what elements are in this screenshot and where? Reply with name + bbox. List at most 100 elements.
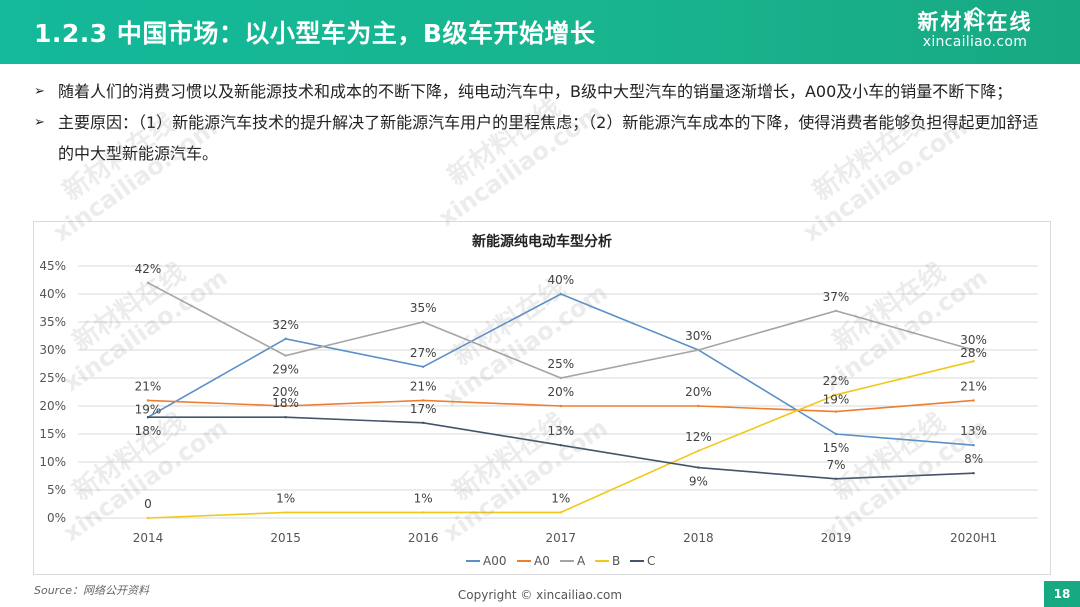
data-point-C	[559, 444, 562, 447]
data-label-A00: 13%	[960, 424, 987, 438]
data-point-A00	[972, 444, 975, 447]
data-label-B: 1%	[276, 491, 295, 505]
source-note: Source：网络公开资料	[34, 584, 150, 597]
logo-roof-icon	[966, 6, 986, 16]
data-point-A	[834, 309, 838, 312]
y-tick-label: 5%	[47, 483, 66, 497]
data-label-A: 37%	[823, 290, 850, 304]
data-point-A0	[146, 399, 150, 402]
data-label-C: 7%	[826, 458, 845, 472]
logo-text-en: xincailiao.com	[922, 34, 1028, 50]
bullet-item: ➢ 随着人们的消费习惯以及新能源技术和成本的不断下降，纯电动汽车中，B级中大型汽…	[34, 76, 1054, 107]
data-label-A0: 20%	[547, 385, 574, 399]
data-point-A	[284, 354, 287, 357]
data-point-A0	[284, 404, 287, 408]
x-tick-label: 2018	[683, 531, 714, 545]
legend-label-A0: A0	[534, 554, 550, 568]
data-point-A00	[284, 337, 287, 340]
data-label-C: 13%	[547, 424, 574, 438]
page-number: 18	[1044, 581, 1080, 607]
data-label-C: 9%	[689, 475, 708, 489]
bullet-arrow-icon: ➢	[34, 84, 45, 99]
data-point-B	[559, 511, 562, 514]
y-tick-label: 40%	[39, 287, 66, 301]
x-tick-label: 2017	[546, 531, 577, 545]
data-point-A0	[972, 399, 975, 402]
bullet-item: ➢ 主要原因：（1）新能源汽车技术的提升解决了新能源汽车用户的里程焦虑；（2）新…	[34, 107, 1054, 169]
data-point-A00	[834, 432, 838, 436]
data-label-A: 30%	[685, 329, 712, 343]
data-point-C	[422, 421, 425, 424]
chart-title: 新能源纯电动车型分析	[472, 233, 612, 250]
data-label-A: 42%	[135, 262, 162, 276]
data-label-A0: 19%	[823, 393, 850, 407]
data-point-C	[834, 477, 838, 480]
data-point-B	[146, 516, 150, 520]
bullet-text: 随着人们的消费习惯以及新能源技术和成本的不断下降，纯电动汽车中，B级中大型汽车的…	[58, 82, 1013, 101]
data-label-B: 12%	[685, 430, 712, 444]
data-point-A0	[697, 404, 700, 408]
legend-label-B: B	[612, 554, 620, 568]
bullet-text: 主要原因：（1）新能源汽车技术的提升解决了新能源汽车用户的里程焦虑；（2）新能源…	[58, 113, 1039, 163]
x-tick-label: 2015	[270, 531, 301, 545]
data-point-A00	[559, 292, 562, 296]
data-label-A: 30%	[960, 333, 987, 347]
data-label-B: 0	[144, 497, 152, 511]
data-label-extra: 19%	[135, 403, 162, 417]
data-label-A00: 15%	[823, 441, 850, 455]
data-label-A0: 20%	[685, 385, 712, 399]
logo: 新材料在线 xincailiao.com	[910, 6, 1040, 50]
y-tick-label: 45%	[39, 259, 66, 273]
page-title: 1.2.3 中国市场：以小型车为主，B级车开始增长	[34, 19, 596, 48]
data-point-A	[697, 348, 700, 352]
legend-label-C: C	[647, 554, 655, 568]
x-tick-label: 2014	[133, 531, 164, 545]
data-label-A0: 21%	[410, 379, 437, 393]
y-tick-label: 10%	[39, 455, 66, 469]
data-label-A00: 32%	[272, 318, 299, 332]
data-point-C	[146, 416, 150, 419]
line-chart: 新能源纯电动车型分析 0% 5% 10% 15% 20% 25% 30% 35% 40% 45% 20…	[39, 233, 1038, 568]
data-label-B: 22%	[823, 374, 850, 388]
data-point-B	[834, 393, 838, 396]
y-tick-label: 15%	[39, 427, 66, 441]
y-tick-label: 30%	[39, 343, 66, 357]
data-label-A00: 40%	[547, 273, 574, 287]
chart-container: 新能源纯电动车型分析 0% 5% 10% 15% 20% 25% 30% 35% 40% 45% 20…	[33, 221, 1051, 575]
data-label-A0: 21%	[960, 379, 987, 393]
data-point-B	[284, 511, 287, 514]
data-label-B: 1%	[414, 491, 433, 505]
legend-label-A: A	[577, 554, 586, 568]
data-point-A0	[834, 410, 838, 413]
data-point-B	[697, 449, 700, 452]
x-tick-label: 2020H1	[950, 531, 997, 545]
bullet-arrow-icon: ➢	[34, 115, 45, 130]
x-tick-label: 2016	[408, 531, 439, 545]
data-point-C	[284, 416, 287, 419]
data-label-B: 28%	[960, 346, 987, 360]
data-label-B: 1%	[551, 491, 570, 505]
data-point-B	[972, 360, 975, 363]
legend-label-A00: A00	[483, 554, 506, 568]
data-point-A	[422, 320, 425, 324]
y-tick-label: 0%	[47, 511, 66, 525]
y-tick-label: 20%	[39, 399, 66, 413]
data-label-A00: 27%	[410, 346, 437, 360]
bullet-list: ➢ 随着人们的消费习惯以及新能源技术和成本的不断下降，纯电动汽车中，B级中大型汽…	[34, 76, 1054, 169]
data-label-C: 18%	[135, 424, 162, 438]
y-tick-label: 35%	[39, 315, 66, 329]
data-point-C	[697, 466, 700, 469]
data-label-A0: 21%	[135, 379, 162, 393]
data-point-A	[559, 376, 562, 380]
data-label-A: 25%	[547, 357, 574, 371]
data-label-A0: 20%	[272, 385, 299, 399]
logo-text-cn: 新材料在线	[917, 10, 1033, 34]
x-tick-label: 2019	[821, 531, 852, 545]
data-label-A: 29%	[272, 363, 299, 377]
y-tick-label: 25%	[39, 371, 66, 385]
data-point-A0	[559, 404, 562, 408]
data-point-A	[146, 281, 150, 284]
data-label-C: 17%	[410, 402, 437, 416]
data-label-C: 18%	[272, 396, 299, 410]
data-point-A00	[422, 365, 425, 368]
